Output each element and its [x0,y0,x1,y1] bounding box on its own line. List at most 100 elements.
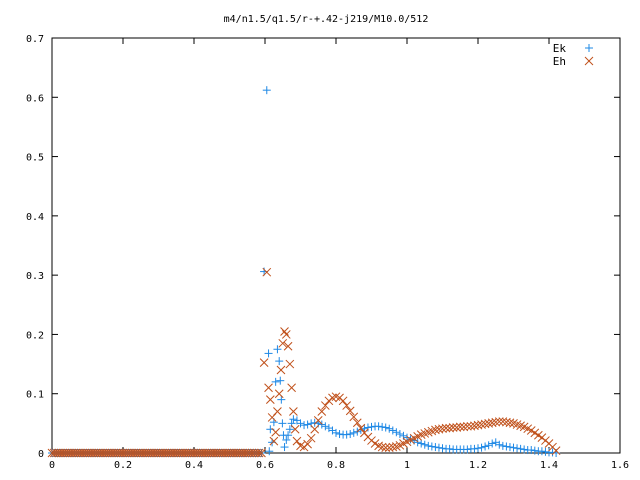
data-point-ek [474,444,482,453]
data-point-ek [488,439,497,448]
data-point-ek [289,415,298,424]
data-point-eh [491,417,501,427]
data-point-ek [548,448,557,457]
data-point-ek [470,444,479,453]
data-point-eh [222,448,232,458]
data-point-ek [395,430,404,439]
data-point-ek [285,425,294,434]
data-point-eh [438,424,447,434]
y-tick-label: 0.7 [26,34,44,45]
data-point-ek [463,445,472,454]
data-point-eh [83,448,92,458]
data-point-eh [317,407,327,416]
data-point-ek [392,428,401,437]
legend-marker-eh [584,56,594,66]
data-point-ek [502,442,511,451]
data-point-eh [207,448,217,458]
data-point-eh [165,448,174,458]
data-point-eh [185,448,194,458]
y-tick-label: 0.5 [26,153,44,164]
data-point-ek [349,428,358,437]
y-tick-label: 0 [38,449,44,460]
data-point-eh [274,389,284,399]
data-point-eh [127,448,137,458]
data-point-ek [374,422,383,431]
data-point-eh [154,448,163,458]
data-point-eh [259,358,269,367]
data-point-eh [352,418,362,428]
data-point-eh [473,420,483,430]
series-ek [48,86,561,457]
data-point-eh [194,448,203,458]
y-tick-label: 0.3 [26,271,44,282]
data-point-eh [477,420,486,429]
y-tick-label: 0.4 [26,212,44,223]
chart-title: m4/n1.5/q1.5/r-+.42-j219/M10.0/512 [224,14,429,25]
data-point-ek [498,441,507,450]
data-point-eh [211,448,221,458]
legend-marker-ek [585,44,593,52]
data-point-eh [198,448,208,458]
data-point-eh [111,448,121,458]
data-point-ek [541,447,550,456]
data-point-eh [342,401,352,410]
data-point-eh [96,448,106,458]
data-point-ek [381,423,390,432]
data-point-eh [452,423,462,432]
data-point-eh [187,448,197,458]
data-point-eh [167,448,177,458]
data-point-ek [484,441,493,450]
data-point-eh [200,448,210,458]
y-tick-label: 0.1 [26,390,44,401]
data-point-eh [269,436,279,446]
data-point-ek [516,444,525,453]
data-point-eh [178,448,188,458]
y-axis-ticks: 0 0.1 0.2 0.3 0.4 0.5 0.6 0.7 [26,34,620,460]
data-point-eh [105,448,115,458]
data-point-eh [254,448,264,458]
data-point-eh [149,448,159,458]
data-point-ek [481,442,490,451]
data-point-eh [356,423,366,433]
data-point-eh [292,436,302,446]
data-point-ek [363,423,372,432]
data-point-eh [202,448,212,458]
series-layer [47,86,561,458]
data-point-eh [136,448,146,458]
data-point-eh [145,448,154,458]
data-point-eh [281,330,291,339]
data-point-eh [498,417,508,426]
data-point-eh [69,448,79,458]
data-point-ek [434,443,443,452]
legend-label-eh: Eh [553,55,566,68]
data-point-eh [52,448,61,458]
data-point-eh [502,417,511,427]
data-point-eh [63,448,72,458]
data-point-eh [225,448,234,458]
data-point-ek [513,444,522,453]
data-point-ek [265,447,274,456]
data-point-ek [378,422,387,431]
data-point-eh [143,448,152,458]
data-point-eh [280,327,289,336]
data-point-eh [227,448,237,458]
x-tick-label: 1.6 [611,460,629,471]
x-tick-label: 0 [49,460,55,471]
data-point-eh [182,448,192,458]
data-point-eh [134,448,143,458]
data-point-eh [205,448,214,458]
data-point-eh [129,448,139,458]
data-point-eh [236,448,245,458]
data-point-eh [285,359,295,369]
data-point-eh [65,448,75,458]
data-point-ek [303,420,312,429]
data-point-ek [284,431,293,440]
data-point-ek [278,419,287,428]
data-point-eh [320,401,330,410]
data-point-eh [56,448,66,458]
data-point-eh [216,448,225,458]
data-point-eh [431,425,440,435]
data-point-ek [273,345,282,354]
data-point-ek [300,421,309,430]
